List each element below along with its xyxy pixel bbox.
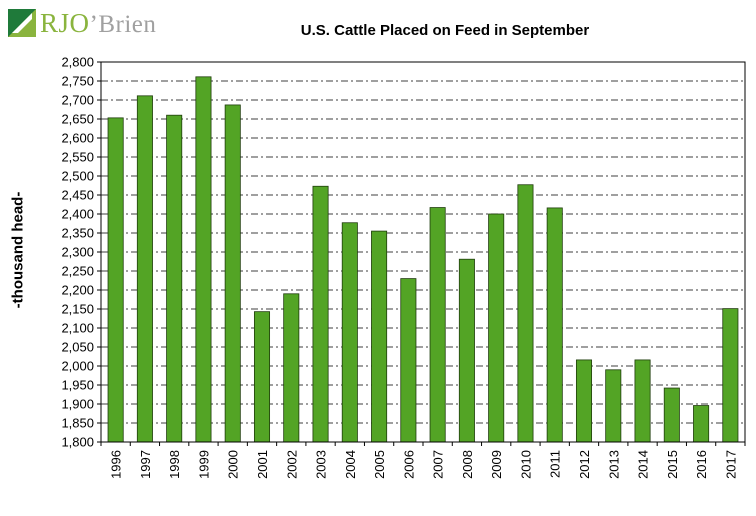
- bar-2001: [253, 311, 271, 443]
- y-tick-label: 1,850: [61, 416, 94, 431]
- x-tick-label: 2009: [489, 450, 504, 479]
- x-tick-label: 2011: [548, 450, 563, 478]
- logo-name: Brien: [98, 10, 157, 38]
- bar-2011: [546, 207, 563, 443]
- x-tick-label: 1998: [167, 450, 182, 479]
- bar-1998: [166, 114, 183, 443]
- x-tick-label: 2016: [694, 450, 709, 479]
- y-tick-label: 2,750: [61, 74, 94, 89]
- logo-mark-icon: [8, 9, 36, 37]
- x-tick-label: 2001: [255, 450, 270, 479]
- y-tick-label: 2,450: [61, 188, 94, 203]
- rjo-brien-logo: RJO’Brien: [8, 6, 156, 40]
- x-tick-label: 2008: [460, 450, 475, 479]
- y-tick-label: 2,500: [61, 169, 94, 184]
- y-tick-label: 2,800: [61, 55, 94, 70]
- y-tick-label: 1,800: [61, 435, 94, 450]
- bar-2007: [429, 207, 446, 443]
- bar-2015: [663, 387, 680, 443]
- x-tick-label: 1996: [109, 450, 124, 479]
- x-tick-label: 2002: [284, 450, 299, 479]
- x-tick-label: 2015: [665, 450, 680, 479]
- y-tick-label: 2,300: [61, 245, 94, 260]
- y-tick-label: 1,900: [61, 397, 94, 412]
- y-tick-label: 2,050: [61, 340, 94, 355]
- y-tick-label: 2,700: [61, 93, 94, 108]
- x-tick-label: 2012: [577, 450, 592, 479]
- x-tick-label: 2010: [518, 450, 533, 479]
- bar-2008: [458, 258, 475, 443]
- logo-apostrophe: ’: [89, 10, 99, 38]
- x-tick-label: 2013: [606, 450, 621, 479]
- y-tick-label: 1,950: [61, 378, 94, 393]
- bar-1999: [195, 76, 212, 443]
- y-tick-label: 2,400: [61, 207, 94, 222]
- bar-2012: [575, 359, 593, 443]
- bars: [107, 76, 739, 443]
- y-tick-label: 2,350: [61, 226, 94, 241]
- bar-2010: [517, 184, 534, 443]
- y-tick-labels: 1,800 1,850 1,900 1,950 2,000 2,050 2,100 2,150…: [61, 55, 94, 450]
- y-tick-label: 2,000: [61, 359, 94, 374]
- y-tick-label: 2,100: [61, 321, 94, 336]
- y-tick-label: 2,200: [61, 283, 94, 298]
- bar-1996: [107, 117, 124, 443]
- bar-2000: [224, 104, 241, 443]
- bar-2004: [341, 222, 358, 443]
- x-tick-labels: 1996 1997 1998 1999 2000 2001 2002 2003 2004 2005…: [109, 450, 739, 479]
- x-tick-label: 2007: [431, 450, 446, 479]
- x-tick-label: 2005: [372, 450, 387, 479]
- y-tick-label: 2,250: [61, 264, 94, 279]
- plot-frame: [100, 61, 746, 443]
- x-tick-label: 2000: [226, 450, 241, 479]
- logo-initials: RJO: [40, 7, 90, 38]
- bar-2016: [693, 405, 710, 443]
- x-tick-label: 1997: [138, 450, 153, 479]
- bar-2009: [488, 213, 505, 443]
- bar-2017: [722, 308, 739, 443]
- x-tick-label: 1999: [196, 450, 211, 479]
- bar-2006: [400, 278, 417, 443]
- chart-title: U.S. Cattle Placed on Feed in September: [300, 22, 590, 39]
- y-tick-label: 2,550: [61, 150, 94, 165]
- x-tick-label: 2003: [314, 450, 329, 479]
- x-tick-label: 2014: [636, 450, 651, 479]
- y-tick-label: 2,600: [61, 131, 94, 146]
- x-tick-label: 2004: [343, 450, 358, 479]
- bar-2002: [283, 293, 300, 443]
- x-tick-label: 2017: [723, 450, 738, 479]
- bar-2013: [605, 369, 622, 443]
- bar-2003: [312, 185, 329, 443]
- y-tick-label: 2,650: [61, 112, 94, 127]
- bar-1997: [136, 95, 153, 443]
- axes: [97, 61, 746, 446]
- x-tick-label: 2006: [401, 450, 416, 479]
- logo-text: RJO’Brien: [40, 8, 156, 39]
- bar-2014: [634, 359, 651, 443]
- y-tick-label: 2,150: [61, 302, 94, 317]
- bar-2005: [371, 230, 388, 443]
